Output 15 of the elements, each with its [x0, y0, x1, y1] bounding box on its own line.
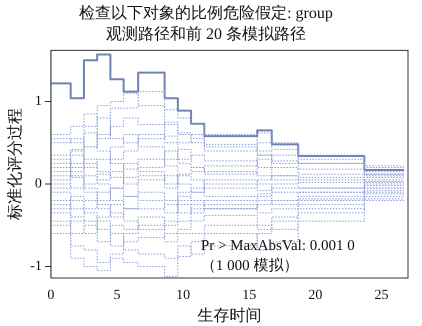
y-axis-title: 标准化评分过程	[6, 108, 24, 222]
x-axis-title: 生存时间	[197, 306, 262, 325]
annotation: Pr > MaxAbsVal: 0.001 0	[200, 238, 355, 254]
y-tick-label: 0	[34, 176, 42, 192]
x-tick-label: 0	[47, 288, 54, 304]
y-tick-label: 1	[34, 94, 42, 110]
chart-title: 检查以下对象的比例危险假定: group	[79, 4, 333, 22]
x-tick-label: 5	[114, 288, 120, 304]
chart-subtitle: 观测路径和前 20 条模拟路径	[106, 25, 306, 44]
x-tick-label: 25	[374, 288, 389, 304]
x-tick-label: 15	[242, 288, 256, 304]
x-tick-label: 20	[308, 288, 322, 304]
x-tick-label: 10	[176, 288, 190, 304]
annotation: （1 000 模拟）	[200, 257, 298, 274]
y-tick-label: -1	[30, 259, 42, 274]
